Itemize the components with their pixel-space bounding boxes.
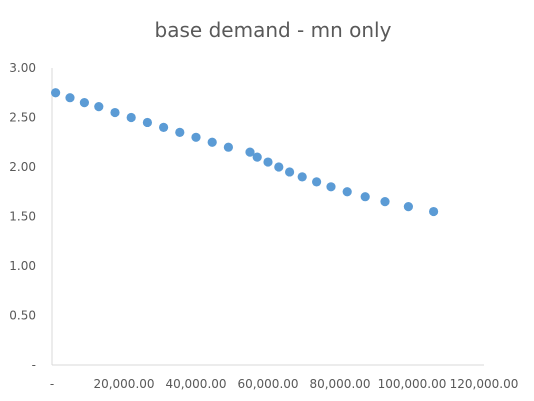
x-tick-label: 20,000.00 (93, 377, 154, 391)
y-tick-label: 2.00 (9, 160, 36, 174)
x-tick-label: 40,000.00 (165, 377, 226, 391)
data-point (429, 206, 439, 217)
data-point (51, 88, 61, 98)
x-tick-label: - (50, 377, 54, 391)
data-point (252, 152, 262, 162)
y-tick-label: 1.00 (9, 259, 36, 273)
data-point (312, 177, 322, 187)
data-point (142, 117, 152, 128)
data-point (126, 112, 136, 123)
data-point (65, 93, 75, 103)
y-tick-label: 1.50 (9, 210, 36, 224)
y-tick-label: - (32, 358, 36, 372)
y-tick-label: 0.50 (9, 309, 36, 323)
plot-area: - 0.50 1.00 1.50 2.00 2.50 3.00 - 20,000.00 40,00… (9, 61, 518, 391)
data-point (94, 102, 104, 112)
data-point (223, 142, 233, 152)
data-point (297, 172, 307, 182)
x-tick-label: 100,000.00 (378, 377, 447, 391)
data-point (326, 182, 336, 192)
y-tick-label: 3.00 (9, 61, 36, 75)
data-point (274, 162, 284, 172)
data-point (285, 167, 295, 177)
data-point (380, 197, 390, 207)
data-point (207, 137, 217, 147)
x-tick-label: 80,000.00 (309, 377, 370, 391)
data-point (342, 187, 352, 197)
data-point (110, 107, 120, 118)
data-point (360, 192, 370, 202)
chart-title: base demand - mn only (155, 18, 392, 42)
y-tick-label: 2.50 (9, 111, 36, 125)
x-tick-label: 60,000.00 (237, 377, 298, 391)
x-tick-label: 120,000.00 (450, 377, 519, 391)
data-point (159, 122, 169, 132)
data-point (403, 202, 413, 212)
data-point (245, 147, 255, 157)
data-point (79, 98, 89, 108)
data-point (191, 132, 201, 142)
data-point (263, 157, 273, 167)
data-point (175, 127, 185, 137)
